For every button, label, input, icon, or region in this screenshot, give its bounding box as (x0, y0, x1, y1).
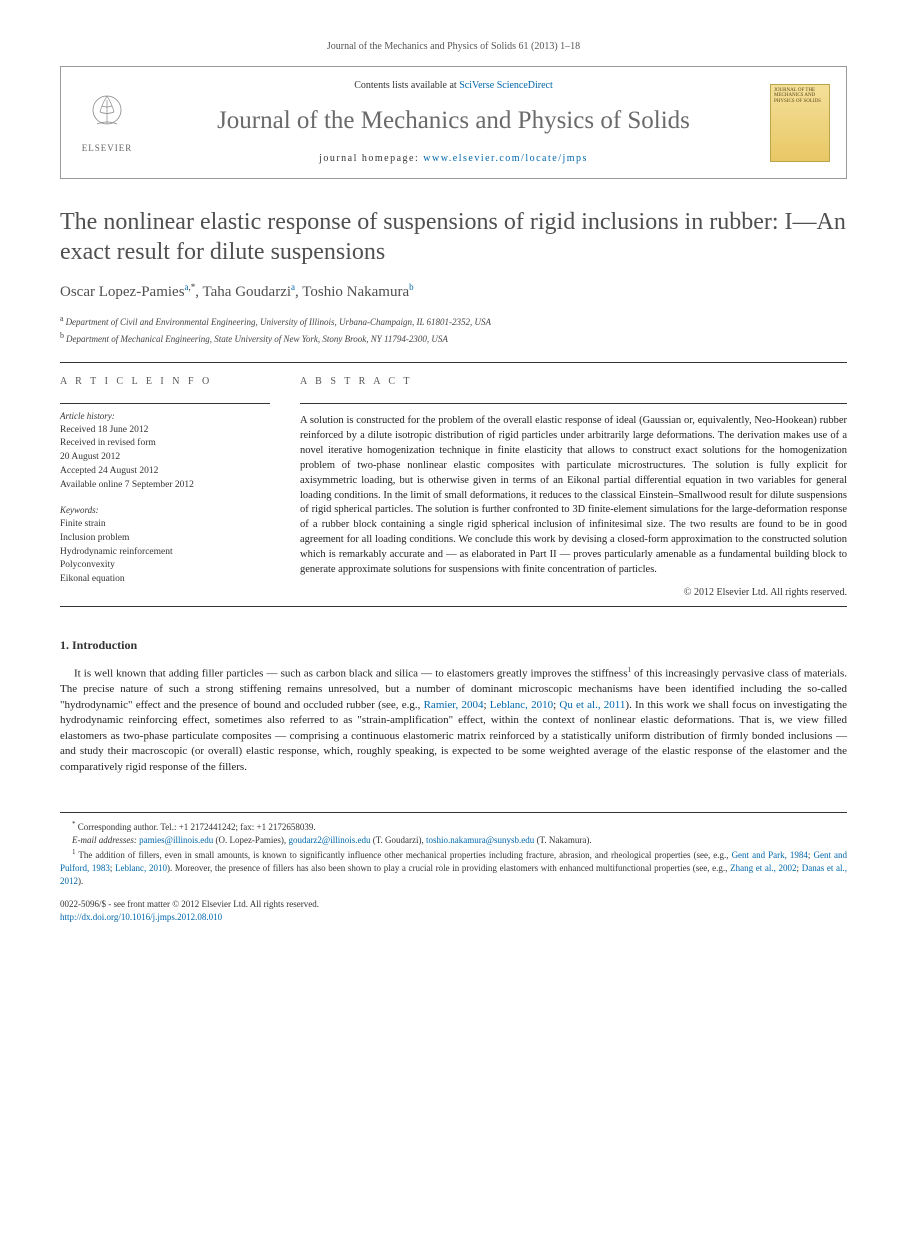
intro-heading: 1. Introduction (60, 637, 847, 654)
email-1-who: (T. Goudarzi), (370, 835, 426, 845)
email-0[interactable]: pamies@illinois.edu (139, 835, 213, 845)
elsevier-logo: ELSEVIER (77, 88, 137, 158)
kw-2: Hydrodynamic reinforcement (60, 546, 270, 560)
history-1: Received in revised form (60, 437, 270, 451)
fn1-p3: ). Moreover, the presence of fillers has… (167, 863, 730, 873)
publisher-name: ELSEVIER (82, 142, 133, 155)
keywords-head: Keywords: (60, 504, 270, 517)
email-1[interactable]: goudarz2@illinois.edu (288, 835, 370, 845)
article-title: The nonlinear elastic response of suspen… (60, 207, 847, 267)
history-0: Received 18 June 2012 (60, 424, 270, 438)
homepage-line: journal homepage: www.elsevier.com/locat… (153, 152, 754, 166)
history-4: Available online 7 September 2012 (60, 479, 270, 493)
abstract-rule (300, 403, 847, 404)
kw-4: Eikonal equation (60, 573, 270, 587)
fn1-p5: ). (78, 876, 83, 886)
author-list: Oscar Lopez-Pamiesa,*, Taha Goudarzia, T… (60, 281, 847, 303)
abstract-label: A B S T R A C T (300, 375, 847, 389)
corresponding-note: * Corresponding author. Tel.: +1 2172441… (60, 819, 847, 834)
history-2: 20 August 2012 (60, 451, 270, 465)
masthead: ELSEVIER Contents lists available at Sci… (60, 66, 847, 179)
affiliation-b: bDepartment of Mechanical Engineering, S… (60, 330, 847, 347)
footnotes: * Corresponding author. Tel.: +1 2172441… (60, 812, 847, 888)
elsevier-tree-icon (82, 90, 132, 140)
author-0-corr: ,* (189, 282, 196, 292)
author-0: Oscar Lopez-Pamies (60, 284, 185, 300)
fn1-ref0[interactable]: Gent and Park, 1984 (732, 850, 808, 860)
fn1-ref2[interactable]: Leblanc, 2010 (115, 863, 167, 873)
history-head: Article history: (60, 410, 270, 423)
info-rule (60, 403, 270, 404)
author-1: Taha Goudarzi (203, 284, 292, 300)
contents-line: Contents lists available at SciVerse Sci… (153, 79, 754, 93)
email-label: E-mail addresses: (72, 835, 139, 845)
ref-qu[interactable]: Qu et al., 2011 (559, 699, 625, 711)
ref-ramier[interactable]: Ramier, 2004 (424, 699, 484, 711)
fn1-ref3[interactable]: Zhang et al., 2002 (730, 863, 796, 873)
footer: 0022-5096/$ - see front matter © 2012 El… (60, 898, 847, 923)
history-3: Accepted 24 August 2012 (60, 465, 270, 479)
author-1-aff[interactable]: a (291, 282, 295, 292)
affiliations: aDepartment of Civil and Environmental E… (60, 313, 847, 346)
contents-prefix: Contents lists available at (354, 80, 459, 91)
article-info-col: A R T I C L E I N F O Article history: R… (60, 375, 270, 600)
intro-paragraph: It is well known that adding filler part… (60, 666, 847, 776)
email-0-who: (O. Lopez-Pamies), (213, 835, 288, 845)
affiliation-a: aDepartment of Civil and Environmental E… (60, 313, 847, 330)
homepage-prefix: journal homepage: (319, 153, 423, 164)
fn1-p0: The addition of fillers, even in small a… (76, 850, 732, 860)
email-2-who: (T. Nakamura). (534, 835, 591, 845)
abstract-col: A B S T R A C T A solution is constructe… (300, 375, 847, 600)
kw-1: Inclusion problem (60, 532, 270, 546)
affiliation-b-text: Department of Mechanical Engineering, St… (66, 334, 448, 344)
corr-text: Corresponding author. Tel.: +1 217244124… (76, 822, 316, 832)
homepage-link[interactable]: www.elsevier.com/locate/jmps (423, 153, 588, 164)
article-info-label: A R T I C L E I N F O (60, 375, 270, 389)
intro-p0: It is well known that adding filler part… (74, 667, 627, 679)
abstract-copyright: © 2012 Elsevier Ltd. All rights reserved… (300, 586, 847, 600)
ref-leblanc[interactable]: Leblanc, 2010 (490, 699, 553, 711)
issn-line: 0022-5096/$ - see front matter © 2012 El… (60, 898, 847, 911)
rule-top (60, 362, 847, 363)
footnote-1: 1 The addition of fillers, even in small… (60, 847, 847, 888)
info-abstract-row: A R T I C L E I N F O Article history: R… (60, 375, 847, 600)
journal-name: Journal of the Mechanics and Physics of … (153, 103, 754, 138)
kw-0: Finite strain (60, 518, 270, 532)
rule-bottom (60, 606, 847, 607)
sciencedirect-link[interactable]: SciVerse ScienceDirect (459, 80, 553, 91)
email-note: E-mail addresses: pamies@illinois.edu (O… (60, 834, 847, 847)
doi-link[interactable]: http://dx.doi.org/10.1016/j.jmps.2012.08… (60, 912, 222, 922)
affiliation-a-text: Department of Civil and Environmental En… (66, 317, 491, 327)
author-2-aff[interactable]: b (409, 282, 414, 292)
author-2: Toshio Nakamura (302, 284, 409, 300)
masthead-center: Contents lists available at SciVerse Sci… (153, 79, 754, 166)
abstract-text: A solution is constructed for the proble… (300, 414, 847, 578)
header-citation: Journal of the Mechanics and Physics of … (60, 40, 847, 54)
email-2[interactable]: toshio.nakamura@sunysb.edu (426, 835, 534, 845)
kw-3: Polyconvexity (60, 559, 270, 573)
journal-cover-thumb: JOURNAL OF THE MECHANICS AND PHYSICS OF … (770, 84, 830, 162)
